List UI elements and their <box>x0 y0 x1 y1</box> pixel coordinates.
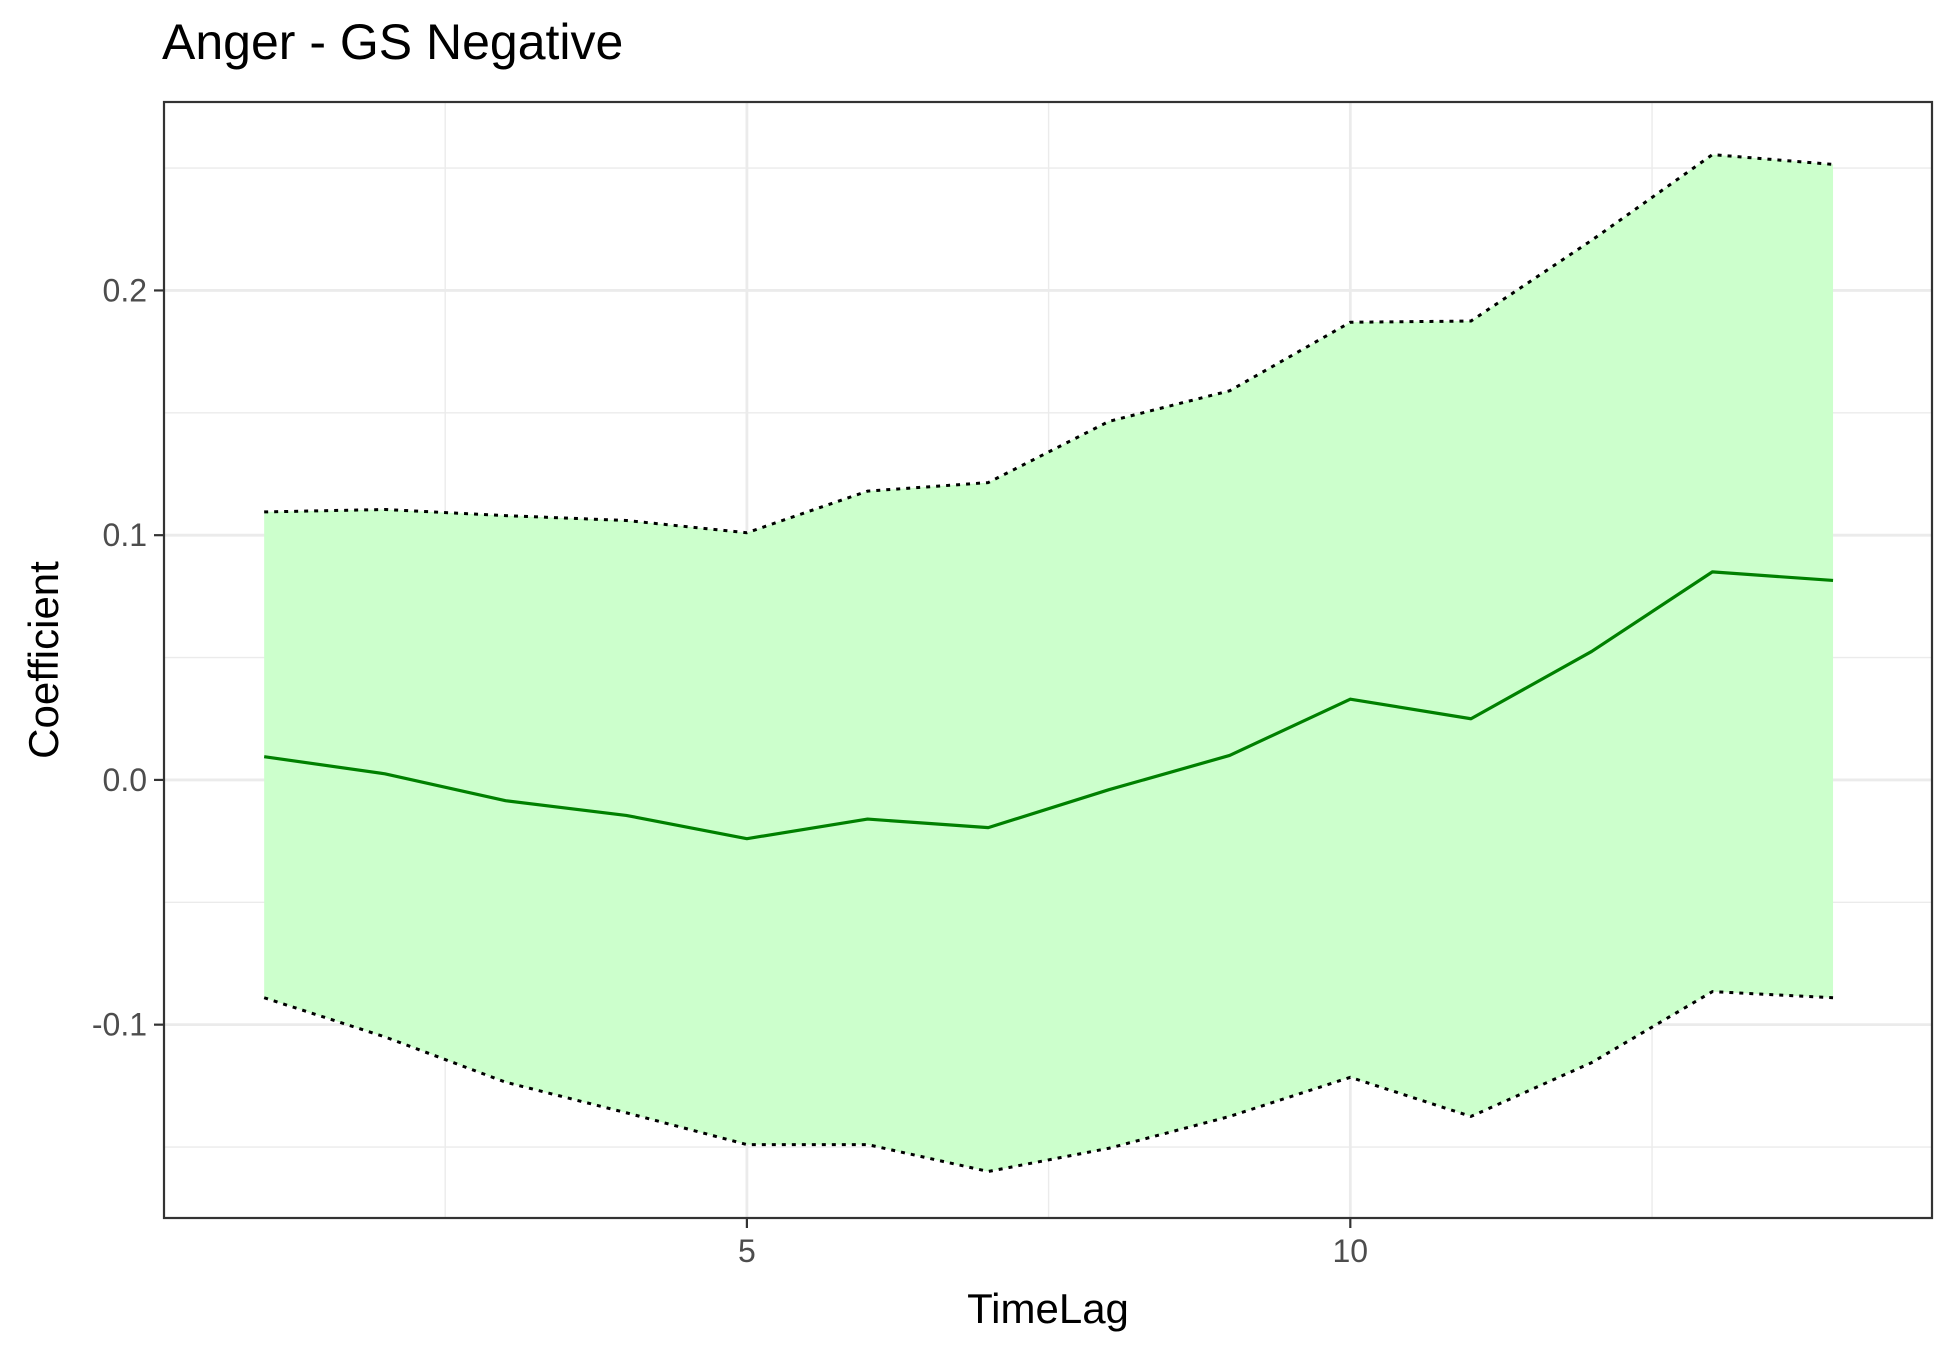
x-tick-label: 5 <box>738 1233 756 1269</box>
y-tick-label: -0.1 <box>92 1007 147 1043</box>
y-tick-label: 0.2 <box>103 272 147 308</box>
y-tick-label: 0.0 <box>103 762 147 798</box>
chart-title: Anger - GS Negative <box>162 14 623 70</box>
plot-panel <box>164 102 1932 1218</box>
y-axis-ticks: -0.1 0.0 0.1 0.2 <box>92 272 164 1042</box>
y-tick-label: 0.1 <box>103 517 147 553</box>
x-tick-label: 10 <box>1333 1233 1369 1269</box>
x-axis-ticks: 5 10 <box>738 1218 1368 1269</box>
y-axis-title: Coefficient <box>20 561 67 759</box>
x-axis-title: TimeLag <box>967 1285 1129 1332</box>
